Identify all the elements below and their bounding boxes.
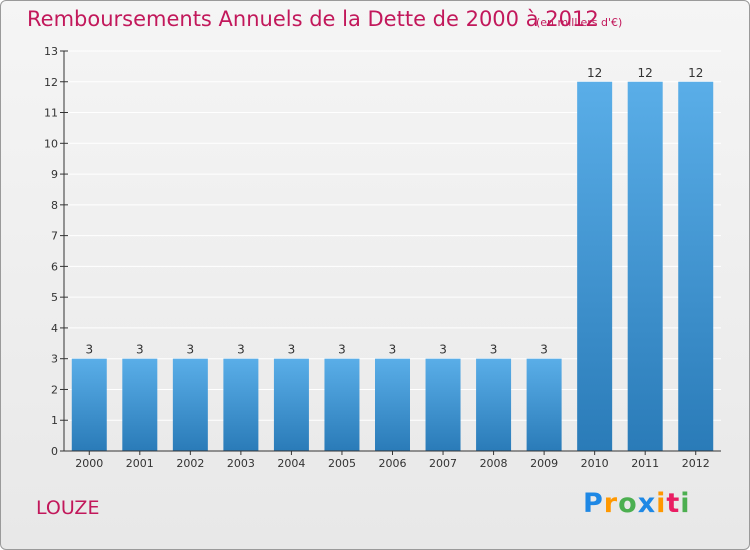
bar bbox=[425, 358, 461, 451]
x-tick-label: 2011 bbox=[631, 457, 659, 470]
x-tick-label: 2006 bbox=[379, 457, 407, 470]
x-tick-label: 2008 bbox=[480, 457, 508, 470]
bar-value-label: 3 bbox=[338, 343, 346, 357]
y-tick-label: 12 bbox=[44, 76, 58, 89]
y-tick-label: 0 bbox=[51, 445, 58, 458]
bar bbox=[172, 358, 208, 451]
logo-letter: P bbox=[583, 488, 604, 519]
x-tick-label: 2007 bbox=[429, 457, 457, 470]
x-tick-label: 2000 bbox=[75, 457, 103, 470]
bar bbox=[678, 81, 714, 452]
bar-value-label: 3 bbox=[389, 343, 397, 357]
y-tick-label: 13 bbox=[44, 45, 58, 58]
y-tick-label: 4 bbox=[51, 322, 58, 335]
bar bbox=[577, 81, 613, 452]
logo-letter: o bbox=[618, 488, 638, 519]
bar-value-label: 12 bbox=[587, 66, 602, 80]
bar-value-label: 3 bbox=[490, 343, 498, 357]
bar-value-label: 12 bbox=[638, 66, 653, 80]
logo-letter: i bbox=[656, 488, 667, 519]
y-tick-label: 6 bbox=[51, 260, 58, 273]
bar bbox=[324, 358, 360, 451]
y-tick-label: 7 bbox=[51, 230, 58, 243]
logo-letter: r bbox=[603, 488, 619, 519]
x-tick-label: 2001 bbox=[126, 457, 154, 470]
x-tick-label: 2010 bbox=[581, 457, 609, 470]
bar bbox=[223, 358, 259, 451]
chart-title: Remboursements Annuels de la Dette de 20… bbox=[27, 7, 599, 31]
y-tick-label: 1 bbox=[51, 414, 58, 427]
y-tick-label: 8 bbox=[51, 199, 58, 212]
bar bbox=[627, 81, 663, 452]
logo-letter: x bbox=[637, 488, 657, 519]
logo-letter: t bbox=[666, 488, 681, 519]
chart-unit-note: (en milliers d'€) bbox=[536, 16, 623, 29]
x-tick-label: 2005 bbox=[328, 457, 356, 470]
y-tick-label: 2 bbox=[51, 383, 58, 396]
bar-value-label: 3 bbox=[187, 343, 195, 357]
commune-name: LOUZE bbox=[36, 497, 100, 519]
bar bbox=[273, 358, 309, 451]
bar bbox=[375, 358, 410, 451]
y-tick-label: 3 bbox=[51, 353, 58, 366]
bar-value-label: 3 bbox=[237, 343, 245, 357]
y-tick-label: 5 bbox=[51, 291, 58, 304]
y-tick-label: 10 bbox=[44, 137, 58, 150]
bar bbox=[476, 358, 512, 451]
bar bbox=[71, 358, 107, 451]
bar-value-label: 12 bbox=[688, 66, 703, 80]
bar-value-label: 3 bbox=[540, 343, 548, 357]
x-tick-label: 2002 bbox=[176, 457, 204, 470]
bars bbox=[71, 81, 714, 452]
y-tick-label: 11 bbox=[44, 107, 58, 120]
bar bbox=[122, 358, 158, 451]
x-tick-label: 2009 bbox=[530, 457, 558, 470]
bar bbox=[526, 358, 562, 451]
logo-letter: i bbox=[680, 488, 691, 519]
bar-value-label: 3 bbox=[85, 343, 93, 357]
y-tick-label: 9 bbox=[51, 168, 58, 181]
data-labels: 3 3 3 3 3 3 3 3 3 3 12 12 12 bbox=[85, 66, 703, 357]
proxiti-logo: Proxiti bbox=[583, 488, 691, 519]
x-tick-label: 2003 bbox=[227, 457, 255, 470]
bar-value-label: 3 bbox=[288, 343, 296, 357]
x-tick-label: 2012 bbox=[682, 457, 710, 470]
bar-value-label: 3 bbox=[136, 343, 144, 357]
bar-value-label: 3 bbox=[439, 343, 447, 357]
x-tick-label: 2004 bbox=[277, 457, 305, 470]
